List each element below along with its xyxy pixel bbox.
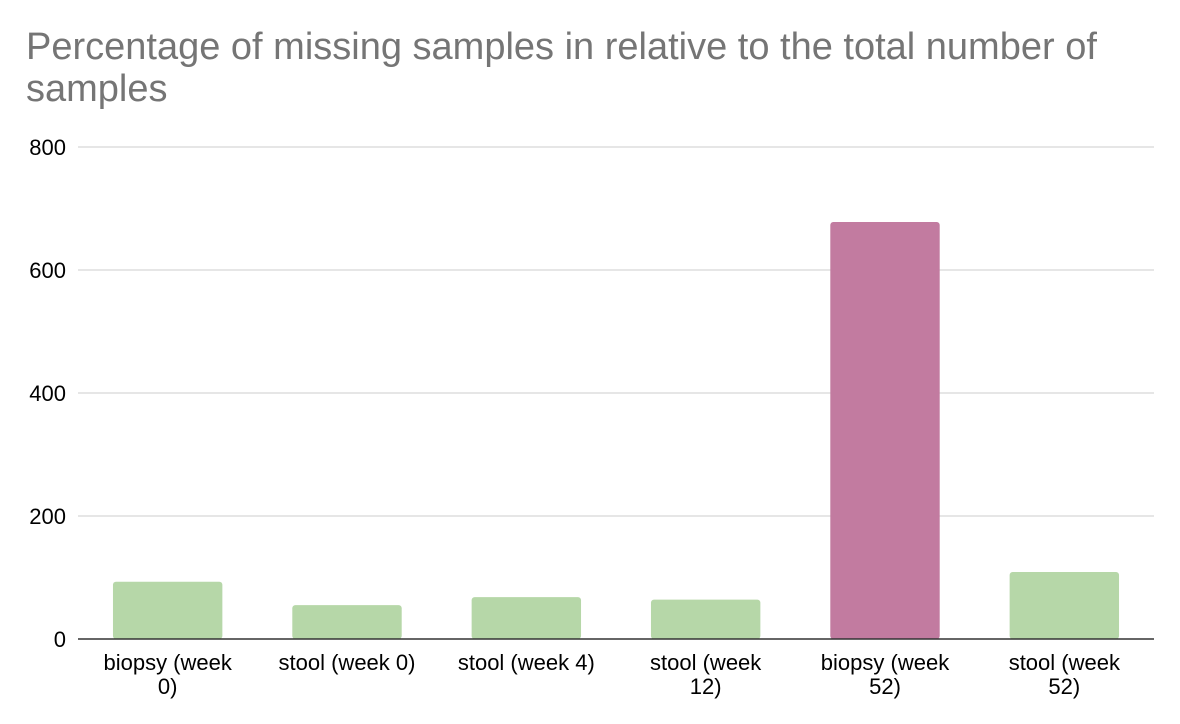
y-tick-label: 0 (54, 627, 66, 652)
bar (1009, 571, 1120, 639)
bar (292, 605, 402, 639)
y-tick-label: 400 (29, 381, 66, 406)
bar (112, 581, 223, 639)
y-axis-ticks: 0 200 400 600 800 (29, 135, 66, 652)
bar (471, 597, 582, 639)
x-tick-label: stool (week 52) (1009, 650, 1121, 699)
x-tick-label: stool (week 0) (279, 650, 416, 675)
y-tick-label: 600 (29, 258, 66, 283)
chart-title: Percentage of missing samples in relativ… (26, 26, 1097, 110)
bar (830, 222, 940, 639)
bar (650, 599, 761, 639)
x-tick-label: stool (week 12) (650, 650, 762, 699)
x-tick-label: biopsy (week 0) (103, 650, 232, 699)
x-tick-label: stool (week 4) (458, 650, 595, 675)
x-tick-label: biopsy (week 52) (821, 650, 950, 699)
gridlines (78, 146, 1154, 517)
y-tick-label: 200 (29, 504, 66, 529)
bars (112, 222, 1120, 639)
x-axis-labels: biopsy (week 0) stool (week 0) stool (week … (103, 650, 1120, 699)
y-tick-label: 800 (29, 135, 66, 160)
